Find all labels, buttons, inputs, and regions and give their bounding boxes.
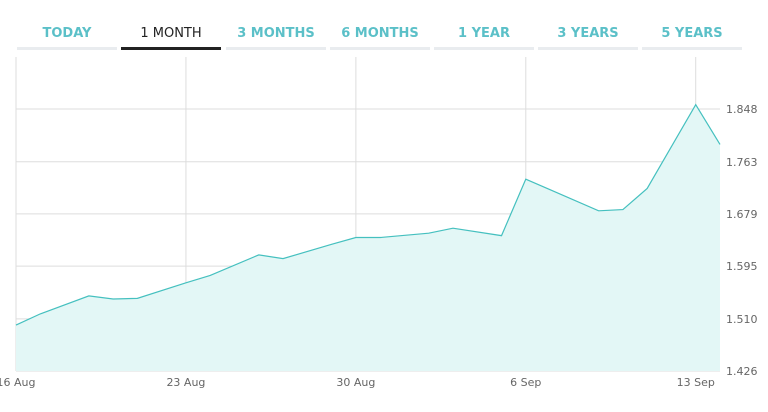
tab-5-years[interactable]: 5 YEARS: [642, 0, 742, 52]
x-tick-label: 16 Aug: [0, 376, 35, 389]
x-tick-label: 23 Aug: [166, 376, 205, 389]
tab-label: 5 YEARS: [661, 26, 723, 41]
series-line: [15, 103, 721, 326]
x-tick-label: 6 Sep: [510, 376, 541, 389]
tab-1-month[interactable]: 1 MONTH: [121, 0, 221, 52]
tab-3-months[interactable]: 3 MONTHS: [226, 0, 326, 52]
tab-3-years[interactable]: 3 YEARS: [538, 0, 638, 52]
y-tick-label: 1.679: [726, 208, 758, 221]
y-tick-label: 1.595: [726, 260, 758, 273]
tab-underline: [17, 47, 117, 50]
tab-underline: [642, 47, 742, 50]
tab-label: 6 MONTHS: [341, 26, 419, 41]
tab-underline: [434, 47, 534, 50]
tab-label: 1 YEAR: [458, 26, 510, 41]
tab-label: TODAY: [42, 26, 92, 41]
tab-1-year[interactable]: 1 YEAR: [434, 0, 534, 52]
price-chart: 1.426 1.510 1.595 1.679 1.763 1.848 16 Aug 23 A…: [0, 52, 768, 408]
tab-label: 3 YEARS: [557, 26, 619, 41]
y-tick-label: 1.763: [726, 156, 758, 169]
time-range-tabs: TODAY 1 MONTH 3 MONTHS 6 MONTHS 1 YEAR 3 YEAR…: [17, 0, 742, 52]
tab-label: 3 MONTHS: [237, 26, 315, 41]
tab-underline: [226, 47, 326, 50]
x-tick-label: 13 Sep: [677, 376, 715, 389]
tab-today[interactable]: TODAY: [17, 0, 117, 52]
y-tick-label: 1.426: [726, 365, 758, 378]
tab-underline: [121, 47, 221, 50]
tab-underline: [538, 47, 638, 50]
price-chart-svg: 1.426 1.510 1.595 1.679 1.763 1.848 16 Aug 23 A…: [0, 57, 758, 389]
y-tick-label: 1.510: [726, 313, 758, 326]
tab-underline: [330, 47, 430, 50]
y-tick-label: 1.848: [726, 103, 758, 116]
x-tick-label: 30 Aug: [336, 376, 375, 389]
tab-label: 1 MONTH: [140, 26, 202, 41]
tab-6-months[interactable]: 6 MONTHS: [330, 0, 430, 52]
